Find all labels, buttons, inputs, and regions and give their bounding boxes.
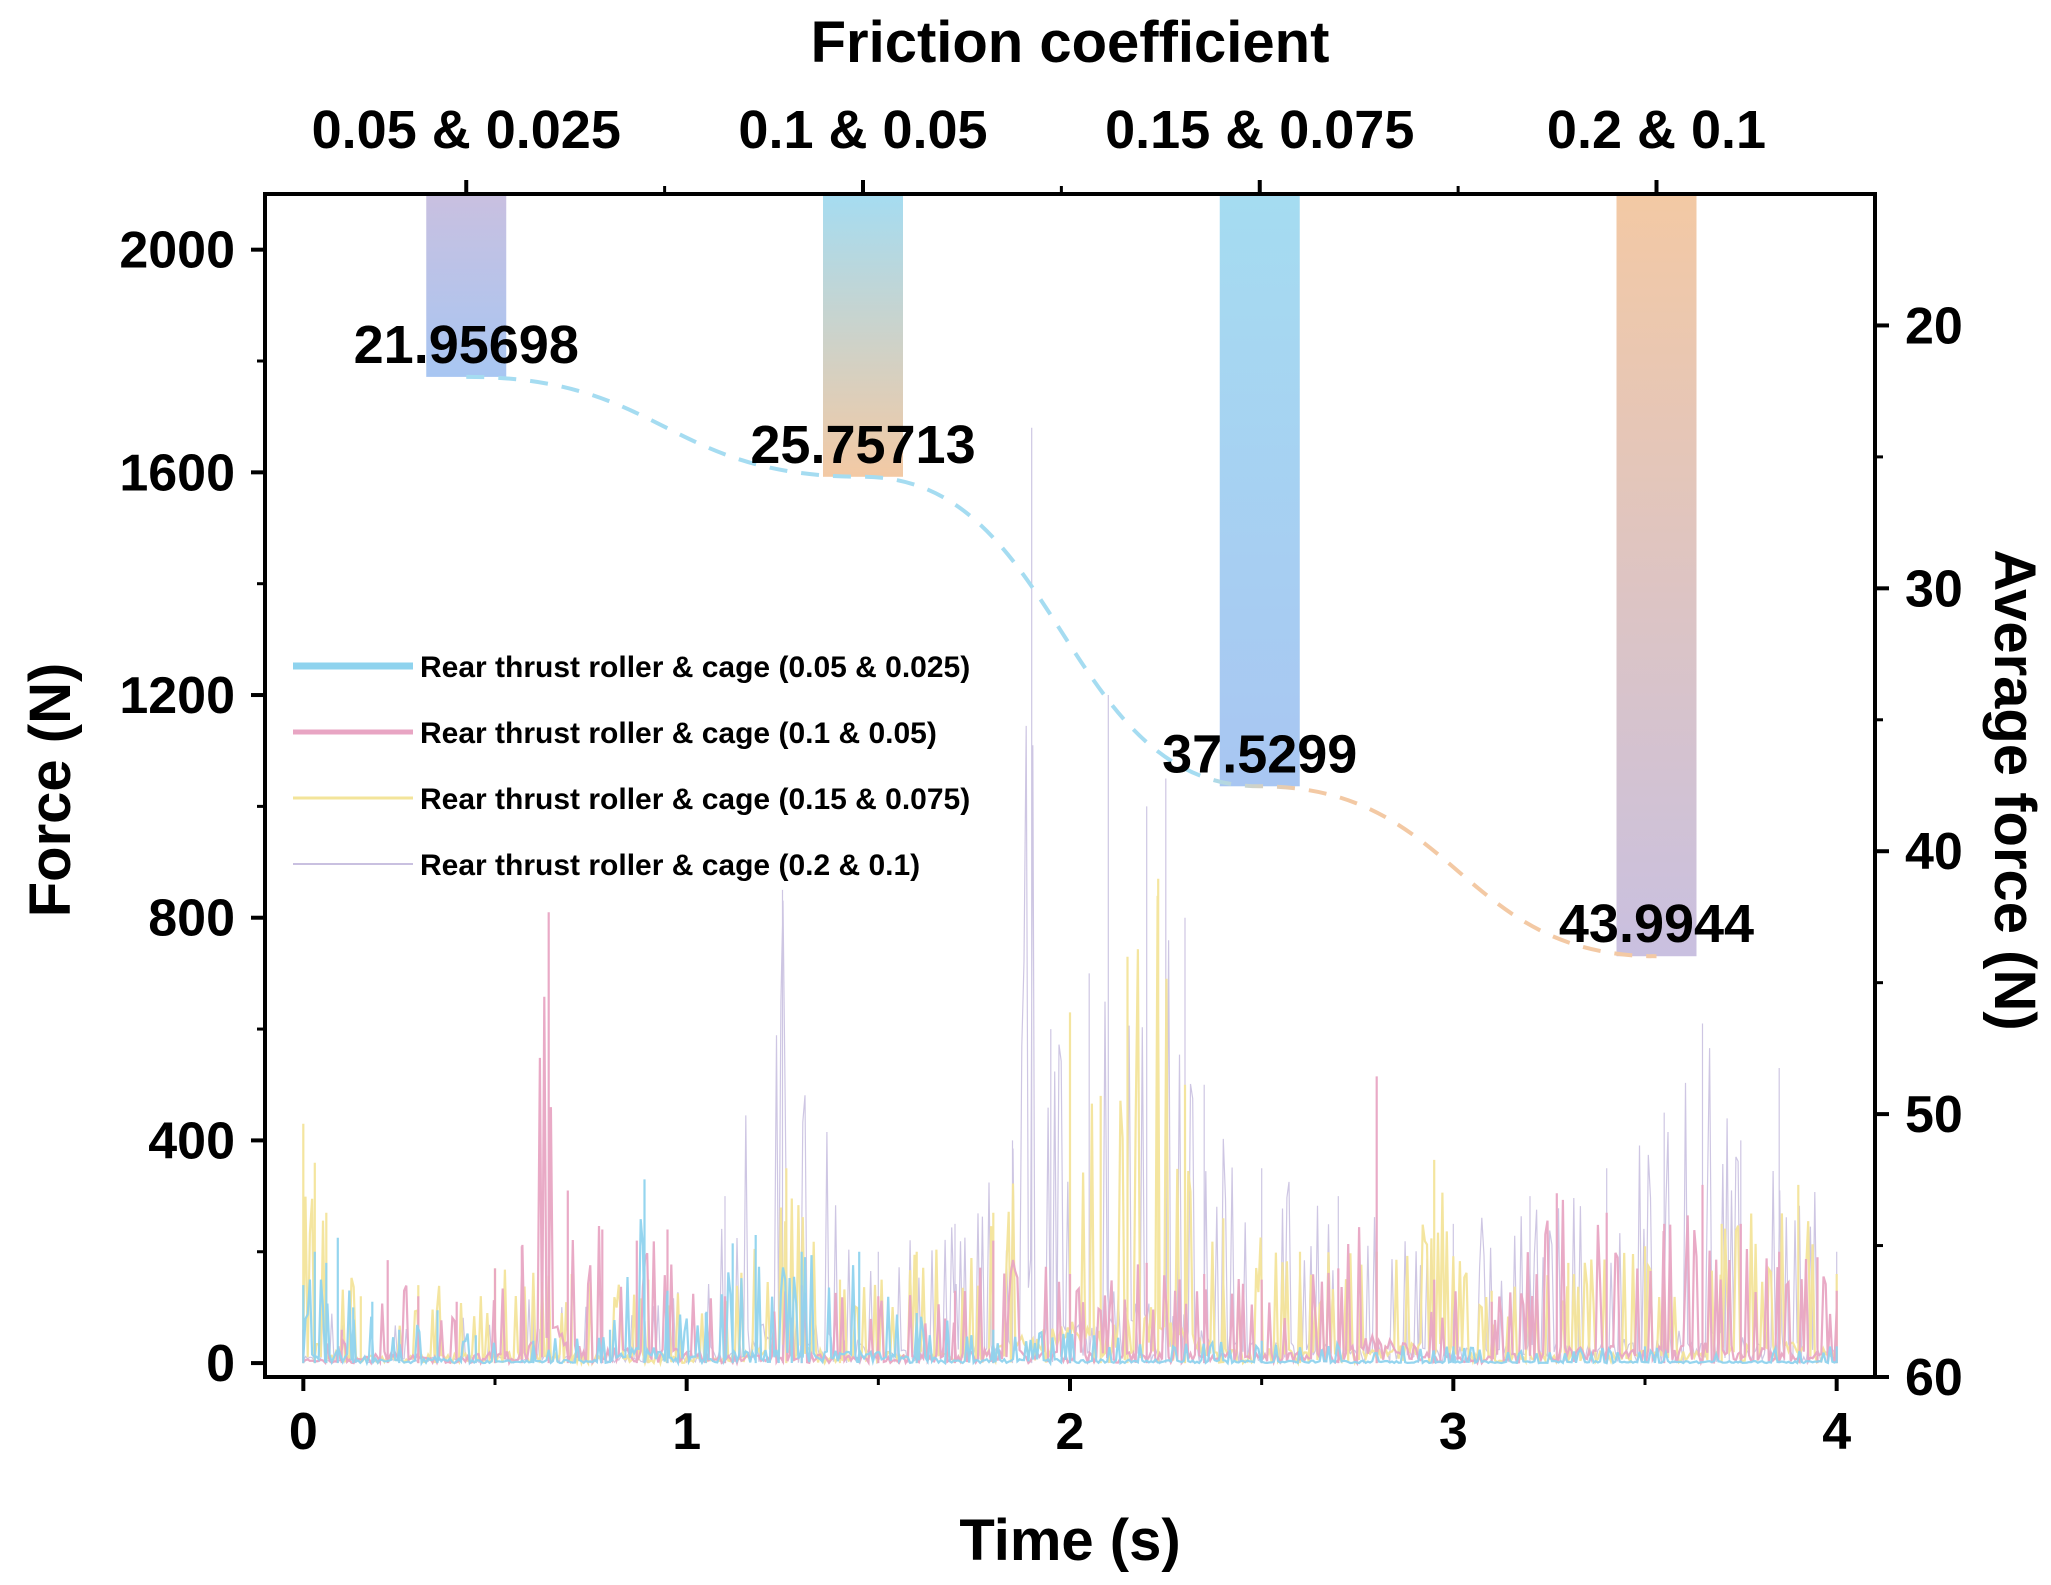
right-axis-ticks: 20 30 40 50 60 bbox=[1875, 297, 1963, 1407]
x-tick-label: 1 bbox=[672, 1403, 701, 1461]
average-force-bar bbox=[426, 194, 507, 377]
right-tick-label: 40 bbox=[1905, 823, 1963, 881]
x-axis-ticks: 0 1 2 3 4 bbox=[289, 1377, 1851, 1461]
y-axis-ticks: 0 400 800 1200 1600 2000 bbox=[119, 222, 265, 1393]
average-force-bar bbox=[1219, 194, 1300, 787]
x-axis-title: Time (s) bbox=[959, 1508, 1180, 1573]
series-layer bbox=[302, 427, 1838, 1368]
top-category-label: 0.05 & 0.025 bbox=[312, 100, 621, 160]
y-tick-label: 0 bbox=[206, 1335, 235, 1393]
average-force-value-label: 21.95698 bbox=[354, 315, 579, 375]
average-force-bar bbox=[1616, 194, 1697, 957]
top-axis-title: Friction coefficient bbox=[811, 10, 1330, 75]
average-force-labels: 21.95698 25.75713 37.5299 43.9944 bbox=[354, 315, 1754, 954]
right-tick-label: 60 bbox=[1905, 1349, 1963, 1407]
average-force-bars bbox=[426, 194, 1697, 957]
top-category-label: 0.1 & 0.05 bbox=[738, 100, 987, 160]
y-tick-label: 1200 bbox=[119, 667, 235, 725]
x-tick-label: 4 bbox=[1822, 1403, 1851, 1461]
x-tick-label: 0 bbox=[289, 1403, 318, 1461]
average-force-value-label: 43.9944 bbox=[1559, 894, 1754, 954]
right-tick-label: 20 bbox=[1905, 297, 1963, 355]
y-axis-title: Force (N) bbox=[18, 663, 83, 918]
right-axis-title: Average force (N) bbox=[1982, 549, 2047, 1030]
y-tick-label: 2000 bbox=[119, 222, 235, 280]
top-category-label: 0.2 & 0.1 bbox=[1547, 100, 1766, 160]
legend-label: Rear thrust roller & cage (0.05 & 0.025) bbox=[420, 651, 970, 684]
top-category-label: 0.15 & 0.075 bbox=[1105, 100, 1414, 160]
y-tick-label: 1600 bbox=[119, 444, 235, 502]
x-tick-label: 3 bbox=[1439, 1403, 1468, 1461]
legend-label: Rear thrust roller & cage (0.2 & 0.1) bbox=[420, 849, 920, 882]
right-tick-label: 50 bbox=[1905, 1086, 1963, 1144]
legend-label: Rear thrust roller & cage (0.15 & 0.075) bbox=[420, 783, 970, 816]
x-tick-label: 2 bbox=[1056, 1403, 1085, 1461]
average-force-trend bbox=[466, 374, 1657, 959]
legend-label: Rear thrust roller & cage (0.1 & 0.05) bbox=[420, 717, 937, 750]
right-tick-label: 30 bbox=[1905, 560, 1963, 618]
average-force-value-label: 37.5299 bbox=[1162, 724, 1357, 784]
top-axis-ticks: 0.05 & 0.025 0.1 & 0.05 0.15 & 0.075 0.2 & … bbox=[312, 100, 1766, 194]
y-tick-label: 800 bbox=[148, 890, 235, 948]
average-force-value-label: 25.75713 bbox=[750, 415, 975, 475]
series-line-1 bbox=[302, 1179, 1838, 1367]
average-force-bar bbox=[823, 194, 903, 477]
legend: Rear thrust roller & cage (0.05 & 0.025)… bbox=[293, 651, 970, 882]
y-tick-label: 400 bbox=[148, 1112, 235, 1170]
average-force-trend-line bbox=[466, 374, 1657, 959]
